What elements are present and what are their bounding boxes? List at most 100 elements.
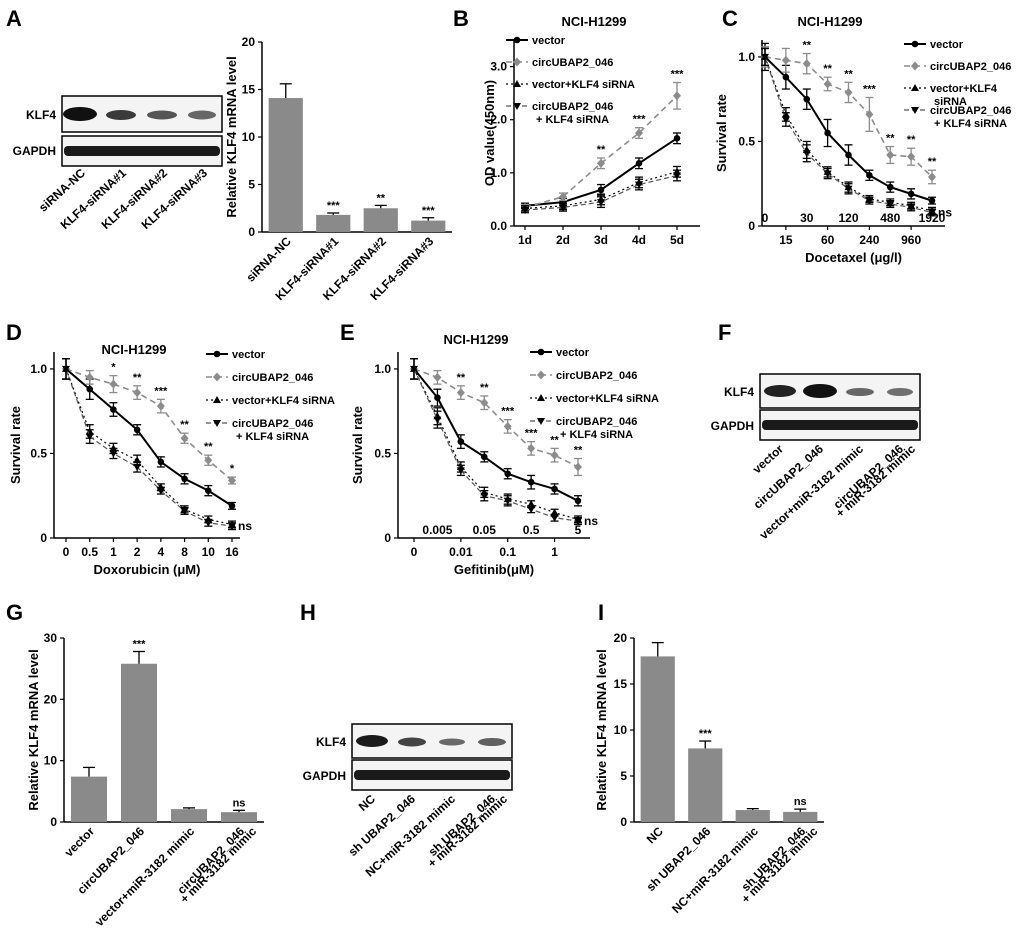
g-ylabel: Relative KLF4 mRNA level <box>26 649 41 810</box>
b-legend-label2-3: + KLF4 siRNA <box>536 114 609 126</box>
b-legend-label-2: vector+KLF4 siRNA <box>532 79 635 91</box>
b-series-0-point-3 <box>635 159 643 167</box>
b-series-3-point-0 <box>521 207 529 215</box>
e-legend-marker-0 <box>537 348 545 356</box>
blot-a: KLF4 GAPDH siRNA-NC KLF4-siRNA#1 KLF4-si… <box>13 95 223 232</box>
c-series-3-point-7 <box>907 204 916 212</box>
d-series-1-point-7 <box>228 476 236 486</box>
c-xtick-upper-4: 1920 <box>919 211 946 225</box>
e-sig-2: ** <box>457 372 466 384</box>
blot-a-label-klf4: KLF4 <box>26 108 56 122</box>
e-xtick-upper-3: 5 <box>575 523 582 537</box>
chart-e: 00.51.00.005 0.05 0.5 50 0.01 0.1 1***********… <box>350 332 659 577</box>
a-bar-2 <box>363 208 398 232</box>
c-series-0-point-3 <box>824 129 831 137</box>
c-series-1-point-5 <box>865 109 874 119</box>
e-ylabel: Survival rate <box>350 406 365 484</box>
b-legend-marker-2 <box>513 80 521 87</box>
c-series-3-point-0 <box>761 53 769 61</box>
c-legend-marker-1 <box>911 61 919 71</box>
i-bar-3 <box>783 811 818 822</box>
d-sig-7: * <box>230 463 235 475</box>
c-legend-marker-0 <box>911 40 919 48</box>
blot-f-label-klf4: KLF4 <box>724 385 754 399</box>
e-series-1-point-3 <box>480 398 489 408</box>
blot-a-label-gapdh: GAPDH <box>13 144 56 158</box>
c-series-0-point-4 <box>845 151 852 159</box>
c-ytick-2: 1.0 <box>738 50 755 64</box>
d-series-3-point-4 <box>156 487 165 495</box>
panel-letter-c: C <box>722 6 738 31</box>
e-xtick-upper-0: 0.005 <box>422 523 452 537</box>
g-ytick-3: 30 <box>44 631 58 645</box>
d-series-3-point-0 <box>62 365 70 373</box>
g-bar-1 <box>121 663 157 822</box>
d-legend-marker-1 <box>213 372 221 382</box>
blot-f-label-gapdh: GAPDH <box>711 419 754 433</box>
e-series-3-point-2 <box>456 467 465 475</box>
e-legend-marker-2 <box>537 394 545 401</box>
e-xtick-lower-3: 1 <box>551 545 558 559</box>
e-xlabel: Gefitinib(μM) <box>454 562 534 577</box>
a-ytick-2: 10 <box>242 130 256 144</box>
c-series-3-point-2 <box>802 150 811 158</box>
a-bar-3 <box>411 220 446 232</box>
b-title: NCI-H1299 <box>561 14 626 29</box>
a-ylabel: Relative KLF4 mRNA level <box>224 56 239 217</box>
b-xtick-4: 5d <box>670 233 684 247</box>
blot-f: KLF4 GAPDH vector circUBAP2_046 vector+m… <box>711 373 921 542</box>
d-series-0-point-1 <box>86 385 94 393</box>
d-series-0-point-6 <box>204 487 212 494</box>
e-series-0-point-1 <box>434 394 441 401</box>
panel-letter-g: G <box>6 600 23 625</box>
b-ytick-3: 3.0 <box>490 60 507 74</box>
blot-h: KLF4 GAPDH NC sh UBAP2_046 NC+miR-3182 m… <box>303 723 513 880</box>
g-bar-3 <box>221 812 257 822</box>
d-series-0-line <box>65 368 233 507</box>
i-ytick-2: 10 <box>614 723 628 737</box>
c-legend-label-0: vector <box>930 39 964 51</box>
d-series-1-point-3 <box>133 388 142 398</box>
c-series-1-point-8 <box>928 172 936 182</box>
e-series-0-point-5 <box>527 478 535 486</box>
e-legend-label-0: vector <box>556 347 590 359</box>
a-ytick-1: 5 <box>248 178 255 192</box>
c-sig-5: *** <box>863 83 877 95</box>
c-legend-label2-2: siRNA <box>934 96 967 108</box>
e-legend-label2-3: + KLF4 siRNA <box>560 429 633 441</box>
c-series-1-point-3 <box>823 79 832 89</box>
blot-h-klf4-band-4 <box>478 738 506 746</box>
chart-g: 0102030vector***circUBAP2_046vector+miR-… <box>26 631 264 929</box>
e-xtick-lower-1: 0.01 <box>449 545 473 559</box>
d-series-3-point-6 <box>204 519 213 527</box>
e-legend-marker-1 <box>537 370 545 380</box>
d-xtick-0: 0 <box>63 545 70 559</box>
d-xlabel: Doxorubicin (μM) <box>94 562 201 577</box>
b-series-1-point-3 <box>635 128 643 138</box>
b-series-1-point-2 <box>597 158 605 168</box>
blot-h-klf4-band-1 <box>356 735 388 747</box>
c-legend-marker-3 <box>911 107 919 114</box>
e-legend-label-3: circUBAP2_046 <box>556 416 637 428</box>
d-ytick-1: 0.5 <box>30 446 47 460</box>
g-bar-0 <box>71 776 107 822</box>
d-xtick-1: 0.5 <box>81 545 98 559</box>
e-series-0-point-6 <box>551 485 558 493</box>
b-xtick-0: 1d <box>518 233 532 247</box>
e-series-1-point-1 <box>433 372 442 382</box>
c-series-0-point-5 <box>866 171 873 179</box>
e-series-3-point-6 <box>550 514 559 522</box>
chart-d: 00.51.00 0.5 1 2 4 8 10 16***********nsNCI-H129… <box>8 342 335 577</box>
d-series-1-point-4 <box>156 401 165 411</box>
e-series-1-point-6 <box>550 450 559 460</box>
e-ytick-1: 0.5 <box>374 446 391 460</box>
b-legend-marker-0 <box>513 36 521 44</box>
b-legend-label-1: circUBAP2_046 <box>532 57 613 69</box>
e-series-0-line <box>413 368 579 502</box>
d-series-3-point-7 <box>228 523 236 531</box>
d-series-3-point-2 <box>109 450 118 458</box>
b-sig-2: ** <box>597 144 606 156</box>
g-sig-1: *** <box>133 638 147 650</box>
b-sig-4: *** <box>671 69 685 81</box>
d-legend-marker-3 <box>213 420 221 427</box>
